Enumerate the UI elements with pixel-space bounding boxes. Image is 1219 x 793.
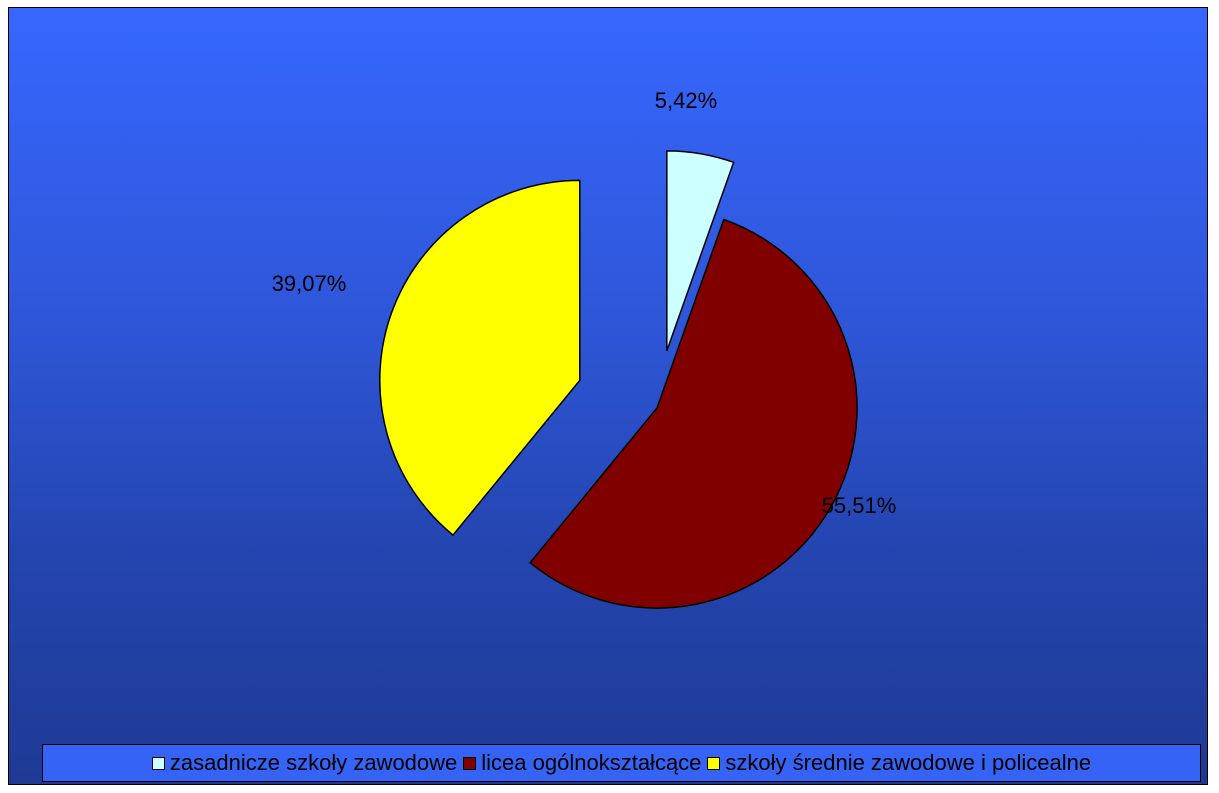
data-label-licea: 55,51%	[822, 493, 897, 518]
legend-item-licea: licea ogólnokształcące	[463, 750, 701, 776]
legend-swatch-licea	[463, 756, 477, 770]
legend-item-zasadnicze: zasadnicze szkoły zawodowe	[151, 750, 458, 776]
pie-slice-szkoly-srednie	[379, 179, 581, 537]
legend-label-licea: licea ogólnokształcące	[481, 750, 702, 775]
legend: zasadnicze szkoły zawodowe licea ogólnok…	[42, 744, 1201, 782]
legend-swatch-zasadnicze	[151, 756, 165, 770]
data-label-zasadnicze: 5,42%	[655, 88, 717, 113]
legend-label-zasadnicze: zasadnicze szkoły zawodowe	[169, 750, 458, 775]
pie-slice-zasadnicze	[666, 150, 735, 352]
chart-area: 5,42% 55,51% 39,07% zasadnicze szkoły zawo…	[8, 7, 1208, 785]
legend-label-szkoly-srednie: szkoły średnie zawodowe i policealne	[725, 750, 1092, 775]
pie-slice-licea	[529, 218, 858, 609]
pie-chart: 5,42% 55,51% 39,07%	[272, 88, 897, 609]
legend-swatch-szkoly-srednie	[707, 756, 721, 770]
data-label-szkoly-srednie: 39,07%	[272, 271, 347, 296]
legend-item-szkoly-srednie: szkoły średnie zawodowe i policealne	[707, 750, 1091, 776]
